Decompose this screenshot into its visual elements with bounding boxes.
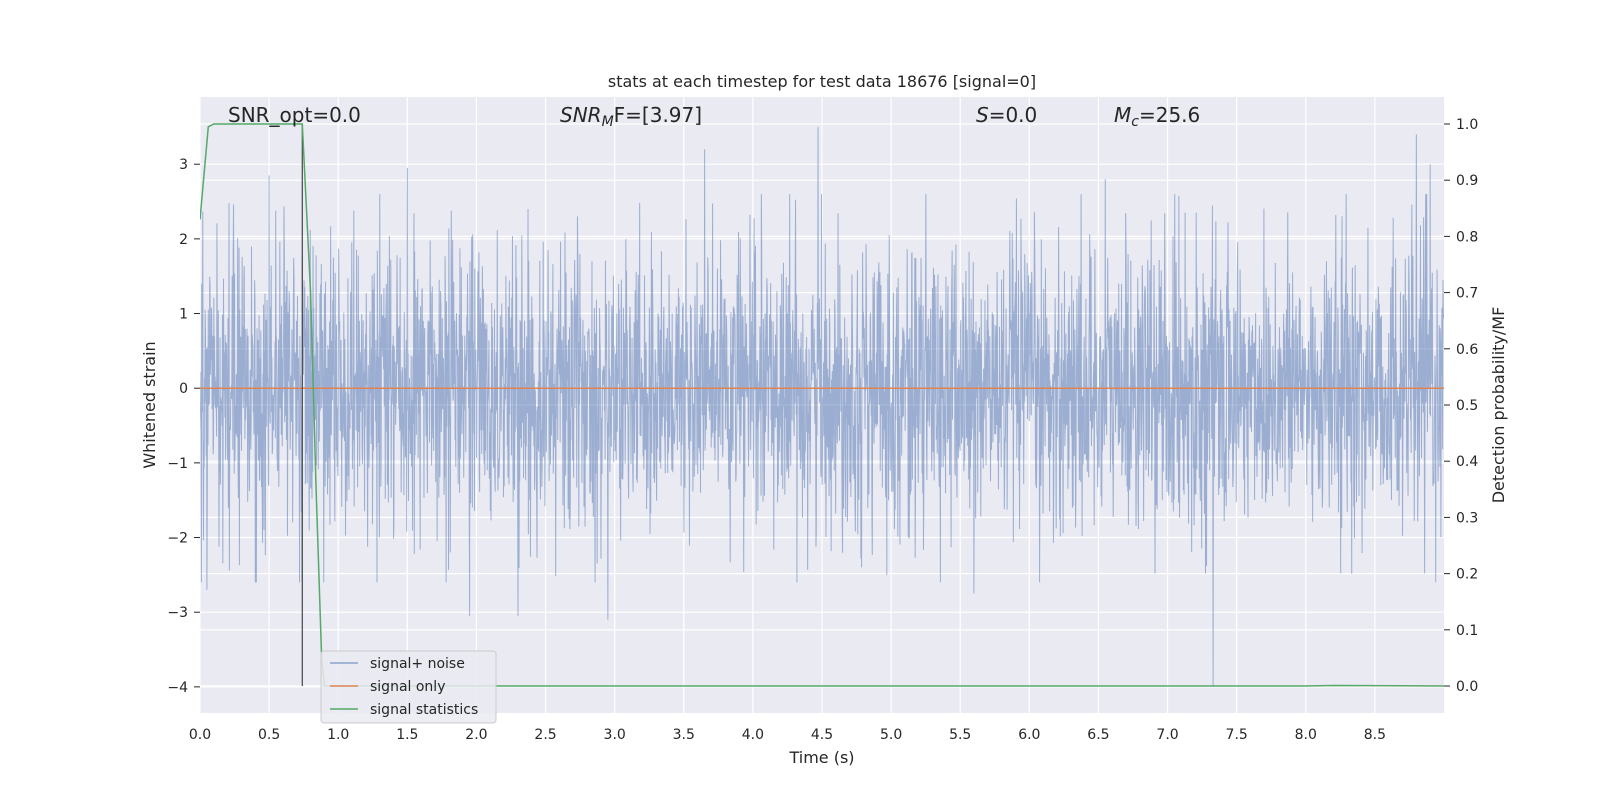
x-tick-label: 4.0 [742,727,764,743]
x-tick-label: 7.0 [1156,727,1178,743]
y-right-tick-label: 0.7 [1456,286,1478,302]
y-right-axis-label: Detection probability/MF [1489,307,1508,504]
x-axis-ticks: 0.0 0.5 1.0 1.5 2.0 2.5 3.0 3.5 4.0 4.5 5.0 5.5 6.0 6… [189,727,1386,743]
y-tick-label: 2 [179,232,188,248]
x-tick-label: 2.0 [465,727,487,743]
mc-annotation: Mc=25.6 [1114,103,1200,130]
y-tick-label: −3 [167,605,188,621]
snr-mf-annotation: SNRMF=[3.97] [560,103,702,130]
x-tick-label: 1.0 [327,727,349,743]
y-axis-ticks: 3 2 1 0 −1 −2 −3 −4 [167,157,200,696]
x-tick-label: 5.5 [949,727,971,743]
x-tick-label: 6.0 [1018,727,1040,743]
y-right-tick-label: 0.6 [1456,342,1478,358]
y-right-tick-label: 0.2 [1456,567,1478,583]
x-tick-label: 8.5 [1364,727,1386,743]
y-tick-label: 0 [179,381,188,397]
y-right-tick-label: 0.0 [1456,679,1478,695]
x-tick-label: 6.5 [1087,727,1109,743]
series-signal-statistics [200,123,1444,687]
y-right-tick-label: 0.1 [1456,623,1478,639]
s-stat-annotation: S=0.0 [976,103,1037,127]
x-tick-label: 3.5 [673,727,695,743]
y-right-tick-label: 0.4 [1456,454,1478,470]
x-tick-label: 1.5 [396,727,418,743]
y-right-tick-label: 0.3 [1456,510,1478,526]
y-tick-label: 3 [179,157,188,173]
legend-label-signal-noise: signal+ noise [370,656,465,672]
y-tick-label: −4 [167,680,188,696]
x-tick-label: 5.0 [880,727,902,743]
snr-opt-annotation: SNR_opt=0.0 [228,103,361,127]
legend-label-signal-only: signal only [370,679,445,695]
y-right-tick-label: 0.5 [1456,398,1478,414]
y-right-tick-label: 1.0 [1456,117,1478,133]
x-tick-label: 0.0 [189,727,211,743]
legend: signal+ noise signal only signal statist… [320,650,497,724]
y-tick-label: 1 [179,307,188,323]
y-right-axis-ticks: 0.0 0.1 0.2 0.3 0.4 0.5 0.6 0.7 0.8 0.9 1.0 [1444,117,1478,695]
chart-title: stats at each timestep for test data 186… [608,72,1036,91]
legend-label-signal-statistics: signal statistics [370,702,478,718]
x-tick-label: 3.0 [604,727,626,743]
y-right-tick-label: 0.9 [1456,173,1478,189]
x-axis-label: Time (s) [788,748,854,767]
y-axis-label: Whitened strain [140,341,159,468]
series-signal-noise [200,126,1444,687]
x-tick-label: 2.5 [534,727,556,743]
y-right-tick-label: 0.8 [1456,229,1478,245]
y-tick-label: −1 [167,456,188,472]
x-tick-label: 4.5 [811,727,833,743]
x-tick-label: 0.5 [258,727,280,743]
x-tick-label: 8.0 [1295,727,1317,743]
y-tick-label: −2 [167,531,188,547]
x-tick-label: 7.5 [1226,727,1248,743]
